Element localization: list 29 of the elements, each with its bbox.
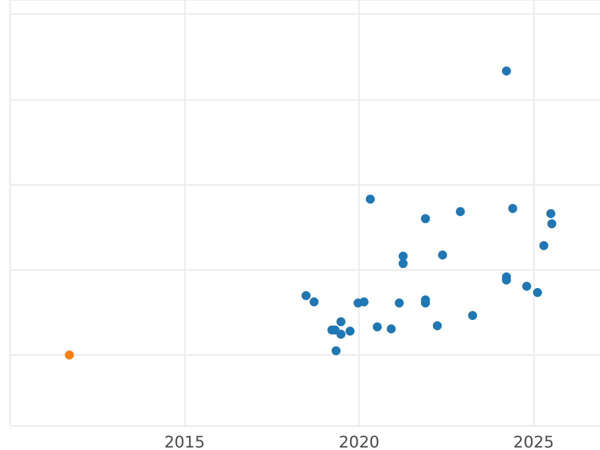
point bbox=[456, 207, 465, 216]
point bbox=[533, 288, 542, 298]
point bbox=[432, 321, 442, 330]
point bbox=[547, 219, 556, 228]
point bbox=[336, 330, 346, 339]
point bbox=[420, 214, 430, 224]
point bbox=[310, 297, 319, 306]
x-tick-label: 2025 bbox=[513, 432, 554, 450]
point bbox=[508, 204, 518, 213]
point bbox=[64, 350, 74, 360]
point bbox=[336, 317, 346, 326]
point bbox=[398, 259, 408, 268]
point bbox=[386, 324, 396, 334]
point bbox=[522, 282, 532, 291]
x-tick-label: 2020 bbox=[338, 432, 380, 450]
point bbox=[346, 326, 355, 336]
x-tick-label: 2015 bbox=[164, 432, 205, 450]
point bbox=[332, 346, 341, 356]
point bbox=[546, 209, 556, 218]
point bbox=[372, 322, 382, 332]
point bbox=[394, 298, 404, 308]
point bbox=[302, 291, 311, 300]
point bbox=[360, 297, 368, 306]
point bbox=[502, 66, 511, 76]
point bbox=[438, 250, 448, 260]
point bbox=[539, 241, 548, 250]
point bbox=[398, 252, 408, 261]
point bbox=[366, 194, 375, 204]
point bbox=[468, 311, 478, 320]
